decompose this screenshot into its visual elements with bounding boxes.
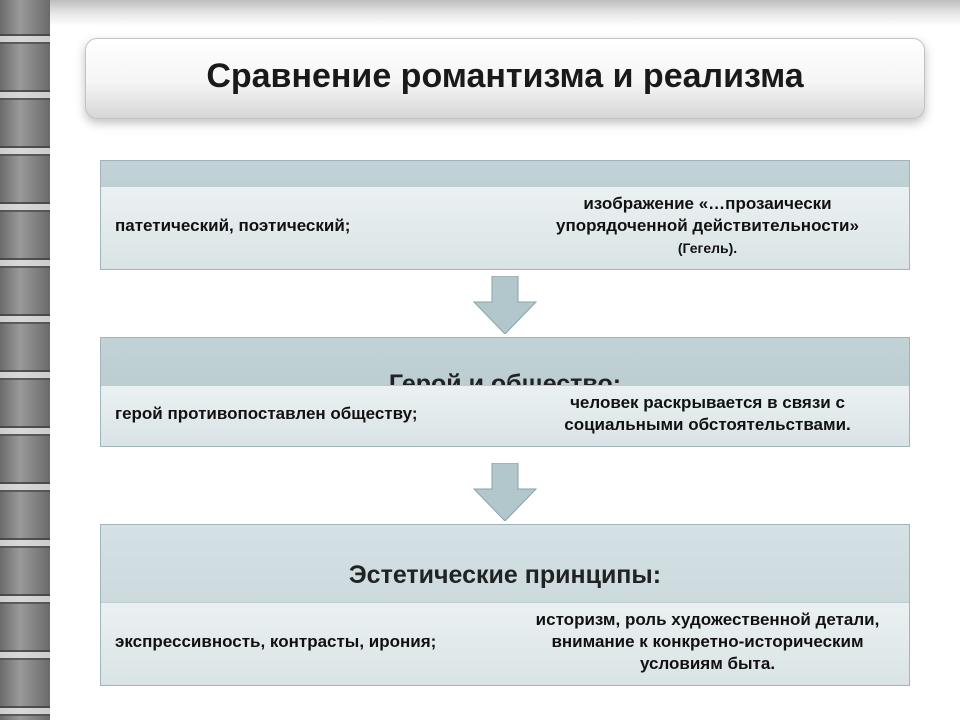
arrow-path [474, 463, 536, 521]
cell-realism-text: изображение «…прозаически упорядоченной … [556, 194, 859, 235]
cell-realism-source: (Гегель). [678, 240, 737, 256]
page: Сравнение романтизма и реализма Пафос: п… [50, 0, 960, 720]
cell-realism: человек раскрывается в связи с социальны… [505, 386, 909, 446]
page-title: Сравнение романтизма и реализма [112, 57, 898, 96]
comparison-row: герой противопоставлен обществу; человек… [101, 385, 909, 446]
section-heading: Эстетические принципы: [101, 533, 909, 602]
section-hero-society: Герой и общество: герой противопоставлен… [100, 337, 910, 447]
cell-romanticism: герой противопоставлен обществу; [101, 386, 505, 446]
comparison-row: экспрессивность, контрасты, ирония; исто… [101, 602, 909, 685]
title-card: Сравнение романтизма и реализма [85, 38, 925, 119]
section-body: Эстетические принципы: экспрессивность, … [100, 524, 910, 686]
arrow-down-icon [470, 276, 540, 334]
arrow-down-icon [470, 463, 540, 521]
arrow-path [474, 276, 536, 334]
section-body: Герой и общество: герой противопоставлен… [100, 337, 910, 447]
section-aesthetic-principles: Эстетические принципы: экспрессивность, … [100, 524, 910, 686]
cell-romanticism: экспрессивность, контрасты, ирония; [101, 603, 505, 685]
section-pathos: Пафос: патетический, поэтический; изобра… [100, 160, 910, 270]
cell-realism: историзм, роль художественной детали, вн… [505, 603, 909, 685]
comparison-row: патетический, поэтический; изображение «… [101, 186, 909, 269]
section-body: Пафос: патетический, поэтический; изобра… [100, 160, 910, 270]
page-top-shadow [50, 0, 960, 26]
cell-realism: изображение «…прозаически упорядоченной … [505, 187, 909, 269]
spiral-binding [0, 0, 50, 720]
cell-romanticism: патетический, поэтический; [101, 187, 505, 269]
